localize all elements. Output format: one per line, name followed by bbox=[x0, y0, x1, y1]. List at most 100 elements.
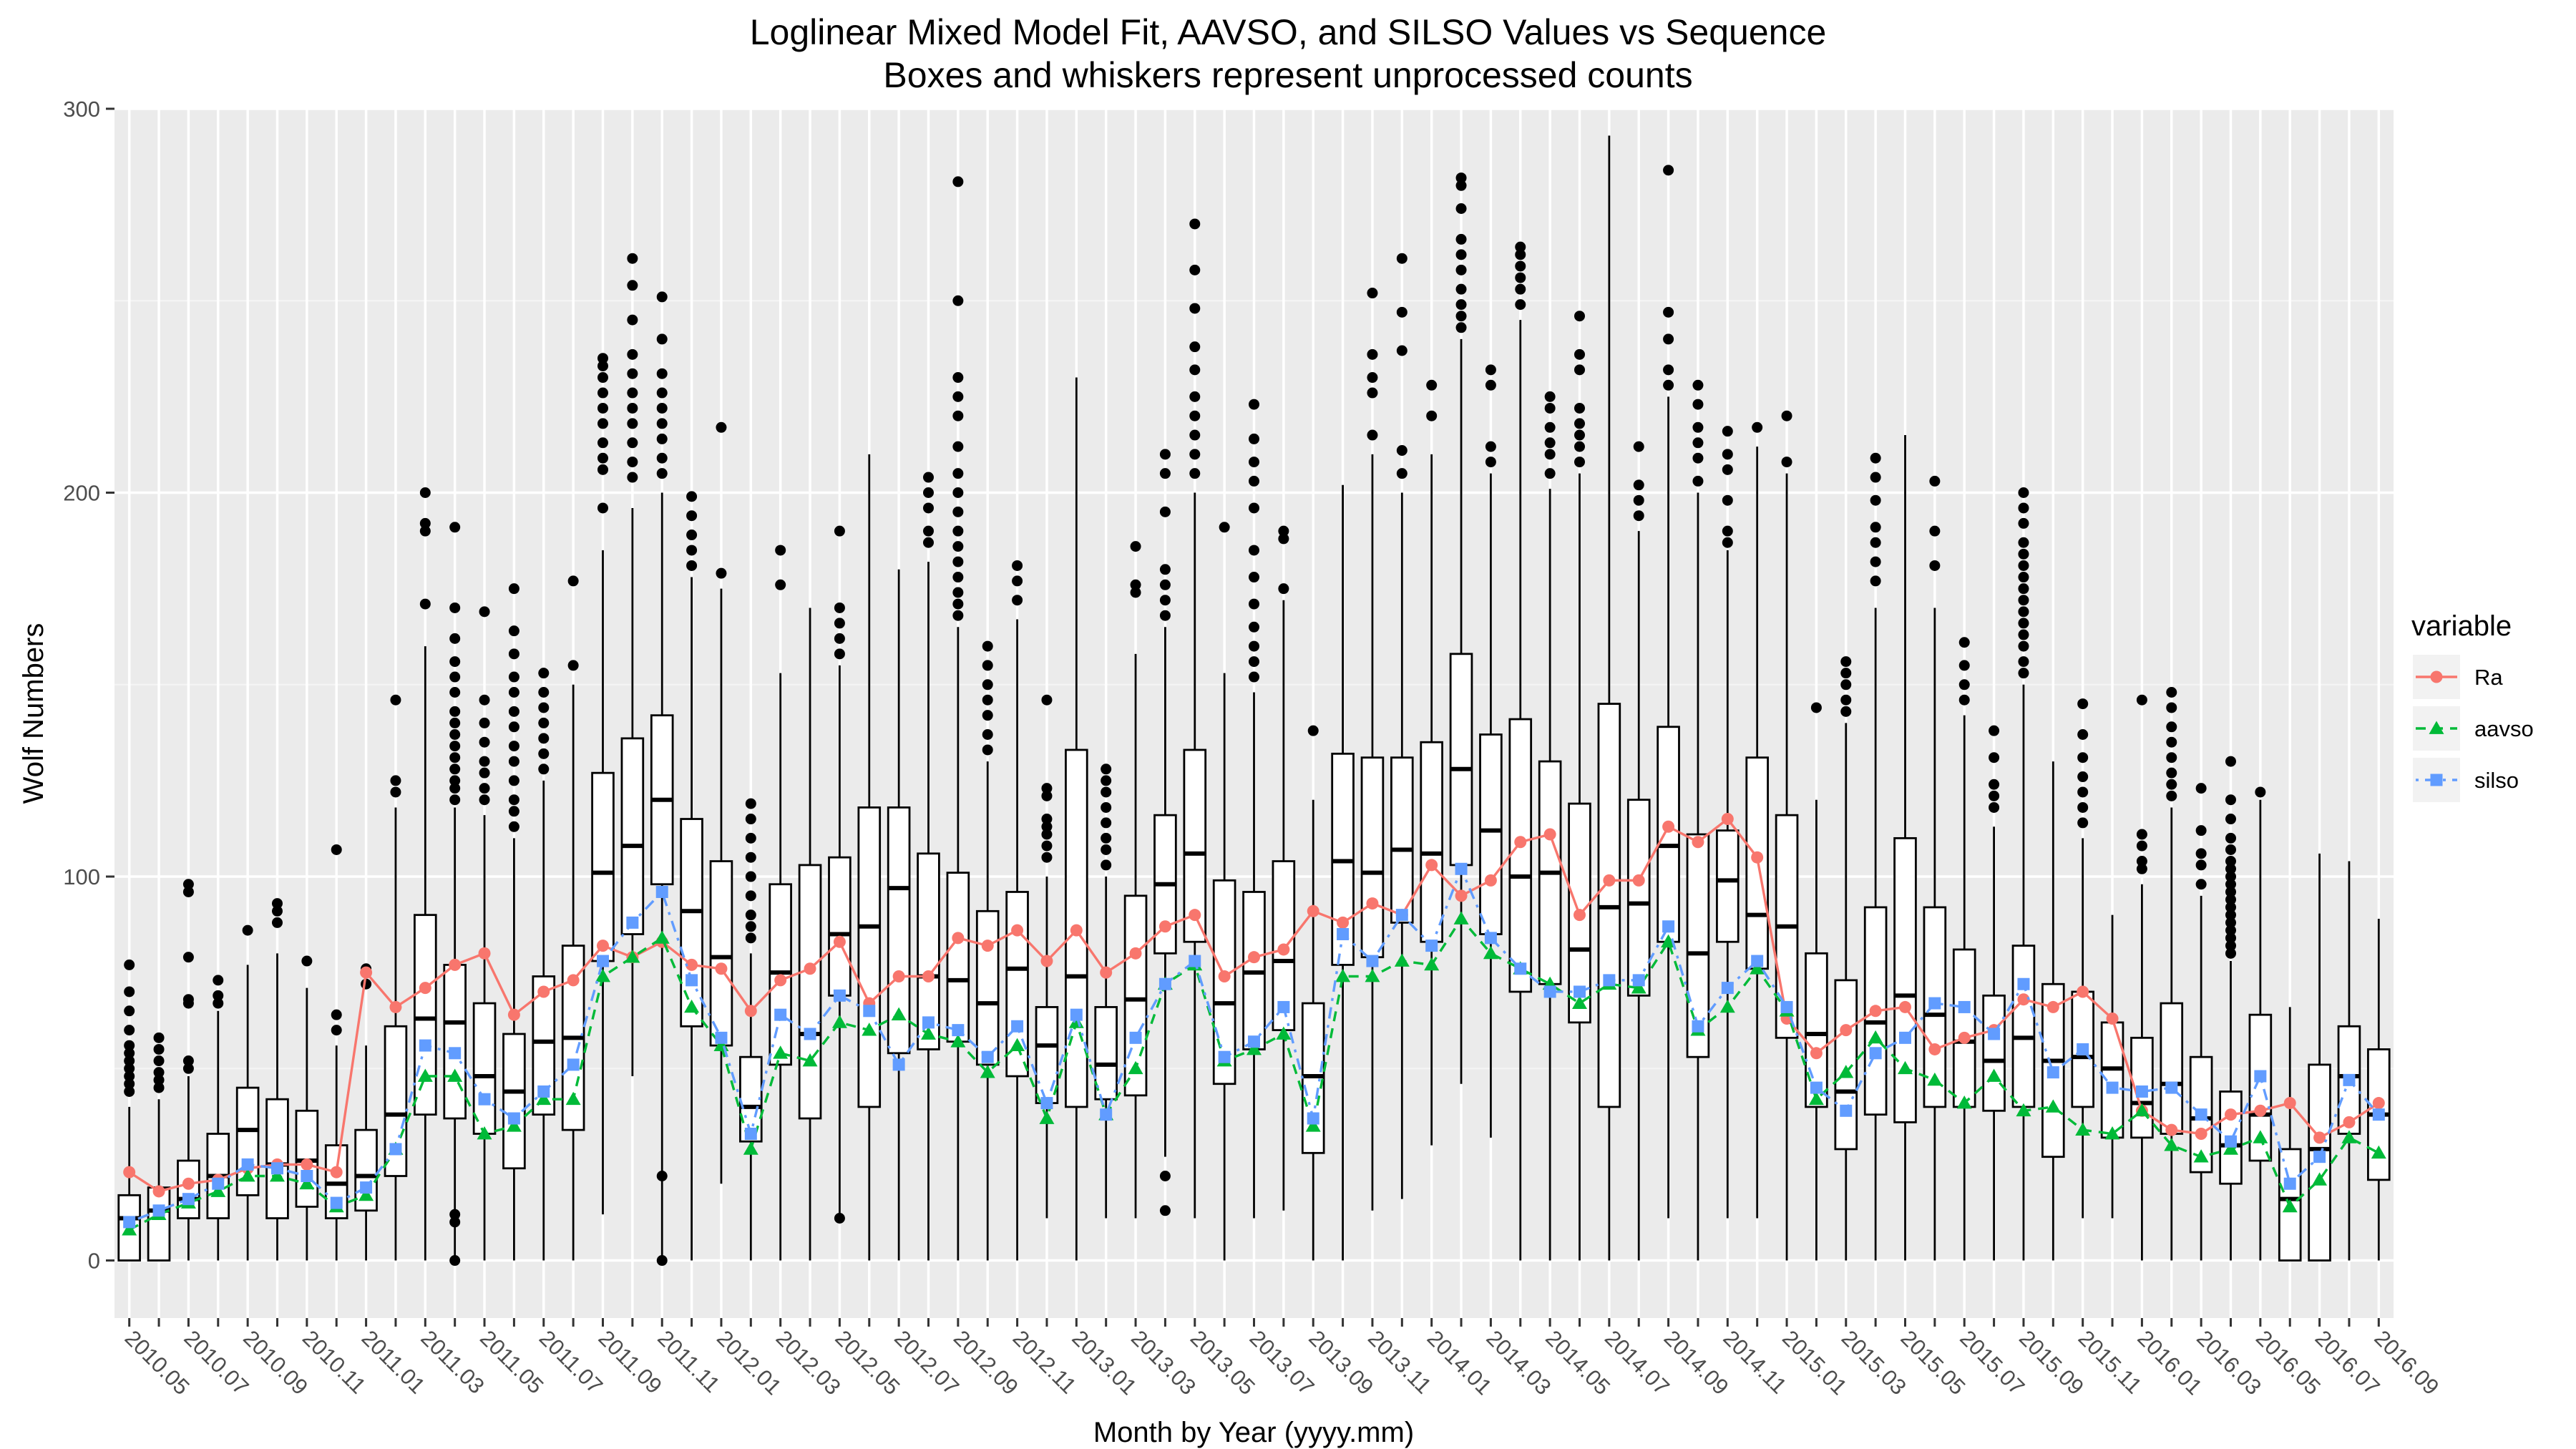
series-point bbox=[595, 969, 610, 982]
series-point bbox=[1070, 1008, 1083, 1021]
box-outlier bbox=[1544, 449, 1556, 460]
box-outlier bbox=[952, 391, 964, 402]
box-outlier bbox=[1485, 364, 1496, 376]
box-iqr bbox=[1657, 726, 1680, 943]
boxplot bbox=[1390, 253, 1414, 1199]
series-point bbox=[774, 1008, 787, 1021]
box-outlier bbox=[2166, 767, 2177, 779]
box-outlier bbox=[2077, 752, 2089, 763]
series-point bbox=[241, 1158, 254, 1171]
box-outlier bbox=[1159, 595, 1171, 606]
box-outlier bbox=[1455, 203, 1467, 214]
box-outlier bbox=[2225, 902, 2236, 913]
box-outlier bbox=[2166, 790, 2177, 801]
series-point bbox=[1129, 947, 1142, 960]
series-point bbox=[389, 1000, 402, 1013]
boxplot bbox=[1420, 379, 1443, 1146]
series-point bbox=[2254, 1104, 2267, 1117]
series-point bbox=[1958, 1031, 1971, 1044]
box-outlier bbox=[2225, 794, 2236, 806]
box-outlier bbox=[124, 959, 135, 970]
box-outlier bbox=[479, 736, 490, 748]
box-outlier bbox=[1012, 595, 1023, 606]
box-outlier bbox=[952, 556, 964, 567]
box-outlier bbox=[1544, 468, 1556, 479]
series-point bbox=[1455, 889, 1468, 902]
series-point bbox=[1692, 836, 1704, 849]
boxplot bbox=[235, 924, 260, 1261]
box-outlier bbox=[2136, 694, 2147, 706]
box-outlier bbox=[182, 886, 194, 897]
series-point bbox=[123, 1166, 136, 1179]
series-point bbox=[417, 1068, 433, 1082]
boxplot bbox=[769, 545, 792, 1261]
series-point bbox=[1070, 924, 1083, 937]
series-point bbox=[2225, 1135, 2237, 1148]
box-outlier bbox=[1159, 564, 1171, 575]
box-iqr bbox=[1035, 1006, 1059, 1104]
box-outlier bbox=[952, 541, 964, 552]
box-outlier bbox=[479, 717, 490, 728]
box-outlier bbox=[1396, 306, 1407, 318]
box-outlier bbox=[2195, 879, 2207, 890]
y-axis: 0 100 200 300 bbox=[63, 97, 114, 1274]
box-outlier bbox=[834, 525, 845, 537]
series-point bbox=[567, 974, 580, 987]
box-outlier bbox=[1041, 790, 1053, 801]
box-outlier bbox=[1958, 660, 1970, 671]
series-point bbox=[2371, 1145, 2386, 1159]
y-axis-title: Wolf Numbers bbox=[18, 623, 49, 804]
y-tick-label: 100 bbox=[63, 864, 100, 889]
box-outlier bbox=[1752, 421, 1763, 433]
series-point bbox=[1425, 859, 1438, 872]
box-outlier bbox=[1159, 579, 1171, 590]
box-outlier bbox=[182, 879, 194, 890]
box-outlier bbox=[1574, 418, 1585, 429]
box-outlier bbox=[627, 402, 638, 414]
series-point bbox=[2106, 1013, 2119, 1025]
series-point bbox=[891, 1007, 907, 1021]
box-outlier bbox=[656, 291, 668, 303]
box-outlier bbox=[2225, 917, 2236, 928]
box-outlier bbox=[1574, 402, 1585, 414]
box-outlier bbox=[1101, 832, 1112, 844]
series-point bbox=[1869, 1047, 1882, 1060]
box-outlier bbox=[1249, 640, 1259, 652]
box-outlier bbox=[124, 1025, 135, 1036]
boxplot bbox=[2011, 487, 2036, 1261]
series-point bbox=[1631, 980, 1646, 994]
series-point bbox=[1277, 943, 1290, 956]
series-point bbox=[2165, 1081, 2178, 1094]
box-iqr bbox=[1508, 718, 1533, 993]
box-outlier bbox=[2018, 618, 2029, 629]
series-point bbox=[625, 950, 640, 963]
series-point bbox=[1484, 874, 1497, 887]
series-point bbox=[950, 1034, 966, 1048]
box-outlier bbox=[1101, 859, 1112, 871]
box-outlier bbox=[1101, 817, 1112, 829]
box-outlier bbox=[2225, 832, 2236, 844]
series-point bbox=[2254, 1070, 2267, 1083]
box-iqr bbox=[946, 872, 970, 1043]
boxplot bbox=[1893, 435, 1917, 1261]
box-outlier bbox=[982, 640, 993, 652]
box-outlier bbox=[1396, 253, 1407, 264]
box-outlier bbox=[1485, 441, 1496, 452]
boxplot bbox=[2100, 914, 2124, 1219]
box-outlier bbox=[952, 295, 964, 306]
box-outlier bbox=[1574, 348, 1585, 360]
series-point bbox=[1337, 916, 1350, 929]
box-outlier bbox=[952, 506, 964, 517]
box-outlier bbox=[2225, 924, 2236, 936]
boxplot bbox=[1982, 725, 2006, 1261]
series-point bbox=[1248, 1035, 1260, 1048]
series-point bbox=[892, 970, 905, 983]
box-outlier bbox=[153, 1032, 165, 1043]
series-point bbox=[1721, 982, 1734, 995]
box-outlier bbox=[1249, 399, 1259, 410]
box-outlier bbox=[449, 717, 461, 728]
boxplot bbox=[1686, 379, 1710, 1261]
series-point bbox=[2135, 1085, 2148, 1098]
box-outlier bbox=[2018, 606, 2029, 618]
series-point bbox=[1543, 828, 1556, 841]
